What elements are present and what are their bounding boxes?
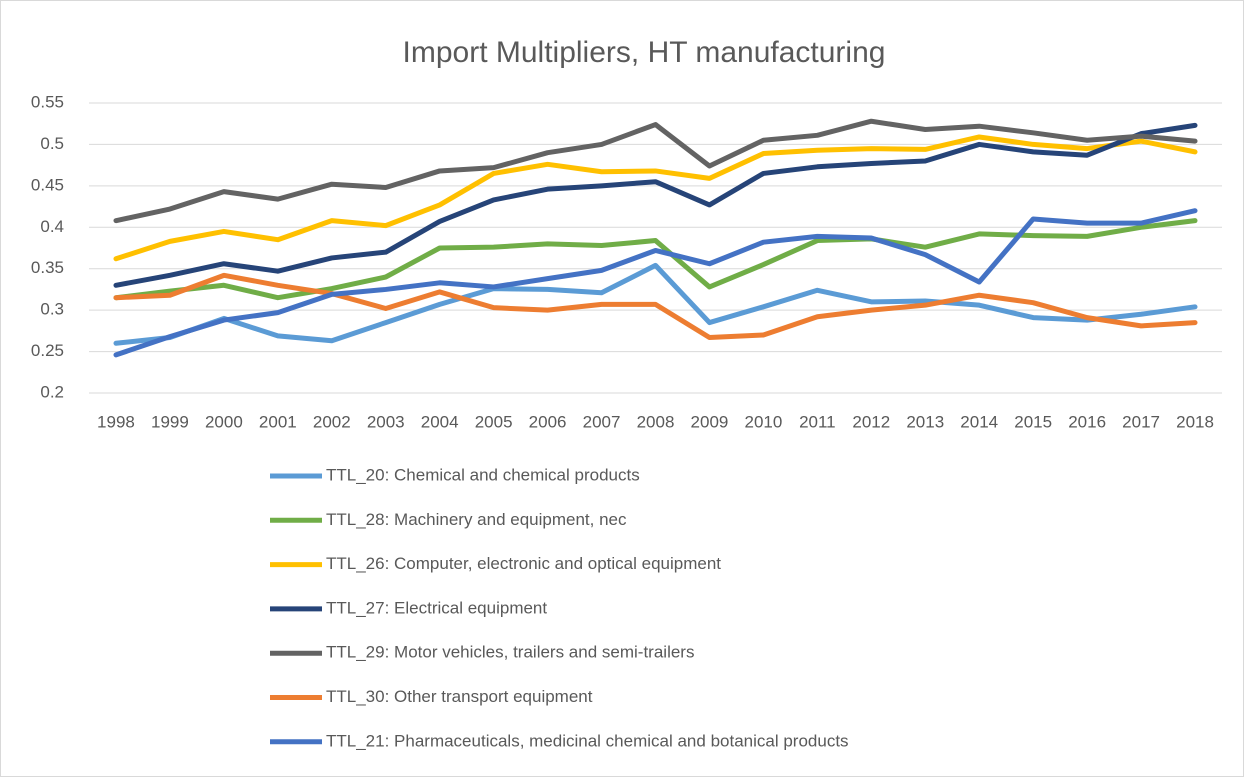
legend-label: TTL_29: Motor vehicles, trailers and sem…: [326, 643, 694, 662]
x-tick-label: 2001: [259, 412, 297, 431]
y-tick-label: 0.45: [31, 175, 64, 194]
x-tick-label: 2016: [1068, 412, 1106, 431]
y-tick-label: 0.25: [31, 341, 64, 360]
chart-title: Import Multipliers, HT manufacturing: [403, 36, 886, 69]
legend-label: TTL_20: Chemical and chemical products: [326, 465, 640, 484]
x-tick-label: 2009: [691, 412, 729, 431]
series-line: [113, 218, 1198, 301]
x-tick-label: 2018: [1176, 412, 1214, 431]
x-tick-label: 2011: [799, 412, 836, 431]
x-tick-label: 2014: [960, 412, 998, 431]
series-line: [113, 272, 1198, 340]
y-tick-label: 0.4: [40, 217, 64, 236]
x-tick-label: 2003: [367, 412, 405, 431]
legend-label: TTL_21: Pharmaceuticals, medicinal chemi…: [326, 731, 849, 750]
legend-label: TTL_28: Machinery and equipment, nec: [326, 510, 627, 529]
x-tick-label: 1999: [151, 412, 189, 431]
series-line: [113, 134, 1198, 262]
series-line: [113, 118, 1198, 224]
x-tick-label: 1998: [97, 412, 135, 431]
x-tick-label: 2004: [421, 412, 459, 431]
y-tick-label: 0.5: [40, 134, 64, 153]
x-tick-label: 2013: [906, 412, 944, 431]
y-tick-label: 0.55: [31, 92, 64, 111]
y-tick-label: 0.3: [40, 300, 64, 319]
x-tick-label: 2000: [205, 412, 243, 431]
series-line: [113, 122, 1198, 288]
y-tick-label: 0.2: [40, 382, 64, 401]
x-tick-label: 2012: [852, 412, 890, 431]
x-tick-label: 2006: [529, 412, 567, 431]
legend-label: TTL_30: Other transport equipment: [326, 687, 593, 706]
series-line: [113, 208, 1198, 358]
x-tick-label: 2008: [637, 412, 675, 431]
legend-label: TTL_27: Electrical equipment: [326, 598, 547, 617]
x-tick-label: 2017: [1122, 412, 1160, 431]
x-tick-label: 2010: [744, 412, 782, 431]
x-tick-label: 2015: [1014, 412, 1052, 431]
x-tick-label: 2002: [313, 412, 351, 431]
y-tick-label: 0.35: [31, 258, 64, 277]
x-tick-label: 2007: [583, 412, 621, 431]
series-line: [113, 262, 1198, 346]
legend-label: TTL_26: Computer, electronic and optical…: [326, 554, 721, 573]
x-tick-label: 2005: [475, 412, 513, 431]
